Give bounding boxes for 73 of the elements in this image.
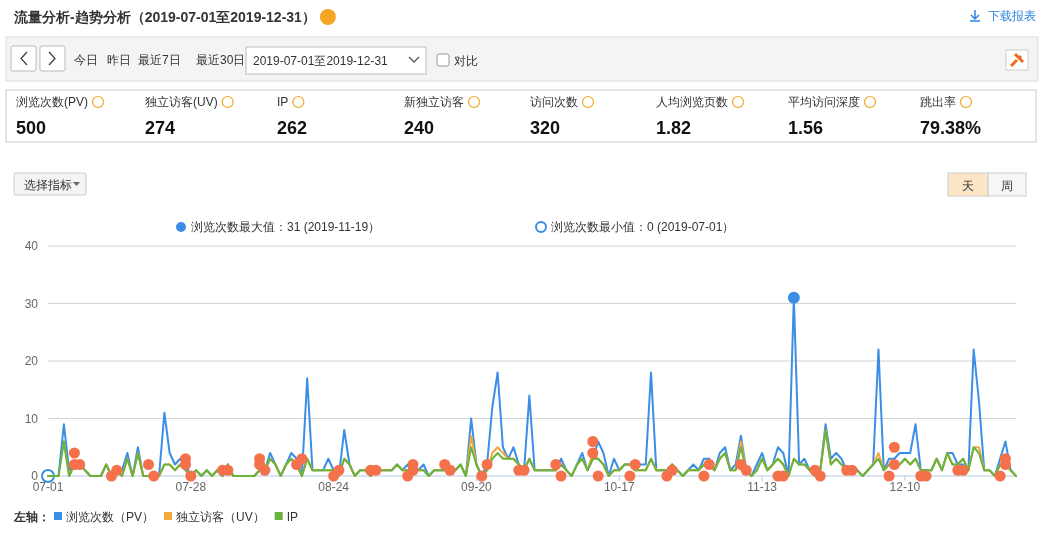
text: 周 <box>1001 179 1013 193</box>
point <box>666 464 678 476</box>
point <box>587 436 599 447</box>
text: 昨日 <box>107 53 131 67</box>
y-tick-label: 0 <box>31 469 39 483</box>
text: 平均访问深度 <box>788 95 860 109</box>
text: 262 <box>277 118 308 138</box>
text: 320 <box>530 118 561 138</box>
x-tick-label: 12-10 <box>889 480 921 494</box>
point <box>185 470 197 482</box>
text: 240 <box>404 118 435 138</box>
text: 人均浏览页数 <box>656 95 728 109</box>
point <box>111 464 123 476</box>
point <box>444 464 456 476</box>
y-tick-label: 10 <box>24 411 39 426</box>
point <box>333 464 345 476</box>
point <box>703 459 715 470</box>
point <box>481 459 493 470</box>
text: 1.82 <box>656 118 692 138</box>
point <box>740 464 752 476</box>
text: 浏览次数最小值：0 (2019-07-01） <box>551 220 735 234</box>
text: 2019-07-01至2019-12-31 <box>253 54 389 68</box>
text: 1.56 <box>788 118 824 138</box>
point <box>555 470 567 482</box>
point <box>592 470 604 482</box>
text: 274 <box>145 118 176 138</box>
point <box>883 470 895 482</box>
x-tick-label: 09-20 <box>461 480 493 494</box>
y-tick-label: 30 <box>24 296 39 311</box>
point <box>787 291 800 304</box>
text: 500 <box>16 118 47 138</box>
point <box>814 470 826 482</box>
y-tick-label: 20 <box>24 354 39 368</box>
text: 流量分析-趋势分析（2019-07-01至2019-12-31） <box>13 9 316 25</box>
text: 访问次数 <box>530 95 578 109</box>
text: 最近30日 <box>196 53 246 67</box>
point <box>476 470 488 482</box>
point <box>148 470 160 482</box>
x-tick-label: 11-13 <box>747 480 778 494</box>
text: 独立访客(UV) <box>145 95 218 109</box>
legend-label: 浏览次数（PV） <box>66 510 155 524</box>
point <box>624 470 636 482</box>
point <box>698 470 710 482</box>
text: 对比 <box>454 54 478 68</box>
text: IP <box>277 95 289 109</box>
y-tick-label: 40 <box>24 239 39 253</box>
text: 浏览次数最大值：31 (2019-11-19） <box>191 220 381 234</box>
point <box>888 441 900 453</box>
text: 今日 <box>74 53 98 67</box>
text: 天 <box>962 179 974 193</box>
point <box>994 470 1006 482</box>
point <box>629 459 641 470</box>
point <box>68 447 80 459</box>
x-tick-label: 07-28 <box>175 480 207 494</box>
legend-label: IP <box>286 510 299 524</box>
text: 下载报表 <box>988 9 1036 23</box>
point <box>550 459 562 470</box>
point <box>587 447 599 459</box>
x-tick-label: 10-17 <box>603 480 635 494</box>
text: 跳出率 <box>920 95 956 109</box>
legend-title: 左轴： <box>13 510 50 524</box>
text: 最近7日 <box>138 53 181 67</box>
x-tick-label: 08-24 <box>318 480 350 494</box>
legend-label: 独立访客（UV） <box>176 510 265 524</box>
point <box>143 459 154 470</box>
x-tick-label: 07-01 <box>32 480 64 494</box>
point <box>888 459 900 470</box>
text: 选择指标 <box>24 178 72 192</box>
text: 79.38% <box>920 118 982 138</box>
point <box>296 453 308 465</box>
point <box>259 464 271 476</box>
text: 新独立访客 <box>404 95 464 109</box>
text: 浏览次数(PV) <box>16 95 88 109</box>
